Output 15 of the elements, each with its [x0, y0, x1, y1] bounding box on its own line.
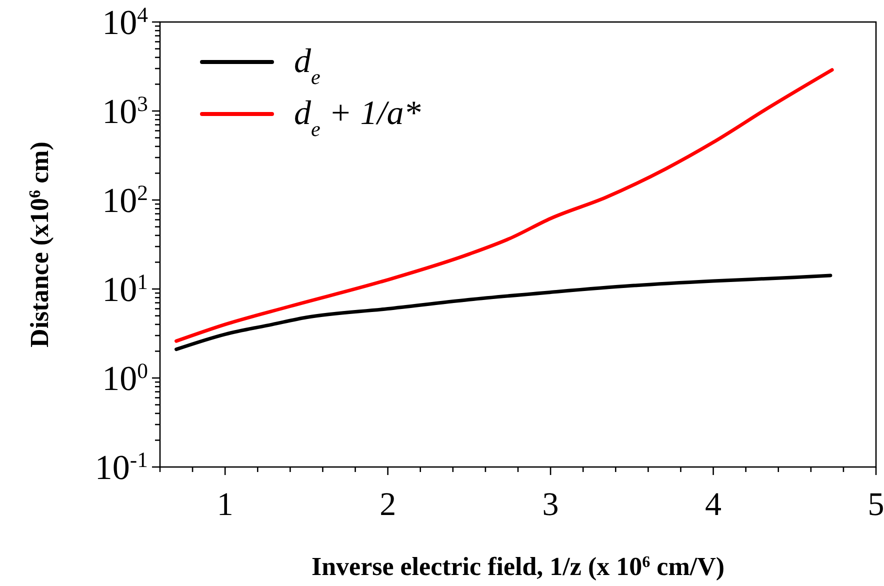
y-tick-label: 10$^{2}$	[102, 181, 148, 220]
legend-label: d$_{e}$ + 1/a*	[294, 95, 421, 141]
x-tick-label: 4	[705, 487, 722, 523]
x-tick-label: 2	[380, 487, 396, 523]
legend-label: d$_{e}$	[294, 43, 320, 89]
x-tick-label: 1	[216, 487, 234, 523]
x-axis-title: Inverse electric field, 1/z (x 10$^{6}$ cm/V)	[311, 552, 725, 581]
line-series	[174, 274, 832, 352]
y-tick-label: 10$^{4}$	[102, 3, 148, 42]
y-tick-label: 10$^{3}$	[102, 92, 148, 131]
x-tick-label: 3	[542, 487, 559, 523]
y-tick-label: 10$^{1}$	[102, 270, 148, 309]
x-tick-label: 5	[868, 487, 884, 523]
y-tick-label: 10$^{0}$	[102, 359, 148, 398]
y-tick-label: 10$^{-1}$	[94, 448, 148, 487]
